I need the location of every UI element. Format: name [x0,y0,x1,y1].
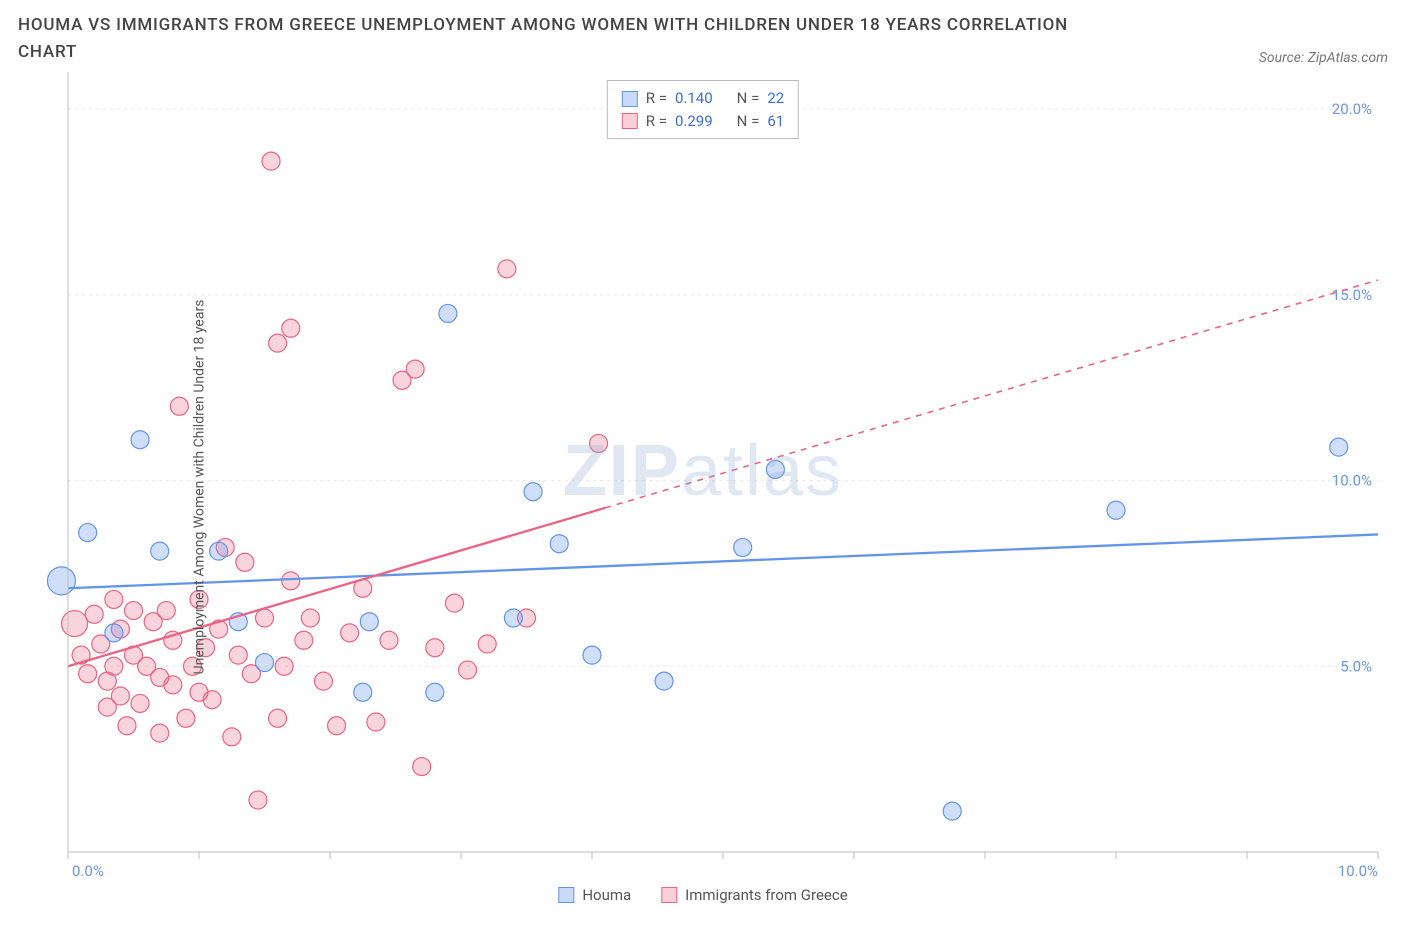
n-label: N = [737,87,760,110]
legend-swatch-icon [661,887,677,903]
stats-legend-row: R = 0.140 N = 22 [622,87,784,110]
chart-container: Unemployment Among Women with Children U… [18,72,1388,902]
r-value: 0.299 [675,110,713,133]
legend-label: Houma [582,886,631,904]
svg-text:5.0%: 5.0% [1340,658,1372,676]
legend-label: Immigrants from Greece [685,886,848,904]
chart-title: HOUMA VS IMMIGRANTS FROM GREECE UNEMPLOY… [18,12,1118,66]
legend-swatch-icon [622,91,638,107]
r-value: 0.140 [675,87,713,110]
svg-text:10.0%: 10.0% [1332,472,1372,490]
r-label: R = [646,87,667,110]
legend-swatch-icon [622,113,638,129]
n-label: N = [737,110,760,133]
scatter-chart: 5.0% 10.0% 15.0% 20.0% 0.0% 10.0% [18,72,1388,902]
svg-text:10.0%: 10.0% [1338,862,1378,880]
svg-text:20.0%: 20.0% [1332,101,1372,119]
svg-text:0.0%: 0.0% [72,862,104,880]
source-attribution: Source: ZipAtlas.com [1259,50,1388,66]
legend-swatch-icon [558,887,574,903]
legend-item: Immigrants from Greece [661,886,848,904]
stats-legend: R = 0.140 N = 22 R = 0.299 N = 61 [607,80,799,139]
n-value: 61 [767,110,784,133]
svg-text:15.0%: 15.0% [1332,286,1372,304]
n-value: 22 [767,87,784,110]
legend-item: Houma [558,886,631,904]
y-axis-label: Unemployment Among Women with Children U… [191,300,207,675]
r-label: R = [646,110,667,133]
series-legend: Houma Immigrants from Greece [558,886,847,904]
stats-legend-row: R = 0.299 N = 61 [622,110,784,133]
